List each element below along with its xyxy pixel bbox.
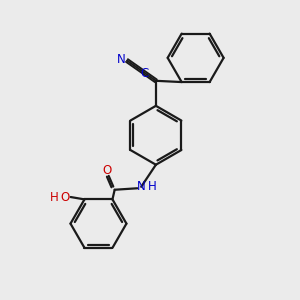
Text: H: H bbox=[50, 190, 58, 203]
Text: N: N bbox=[117, 53, 126, 67]
Text: H: H bbox=[148, 180, 157, 193]
Text: O: O bbox=[61, 190, 70, 203]
Text: O: O bbox=[103, 164, 112, 177]
Text: C: C bbox=[141, 67, 149, 80]
Text: N: N bbox=[137, 180, 146, 193]
